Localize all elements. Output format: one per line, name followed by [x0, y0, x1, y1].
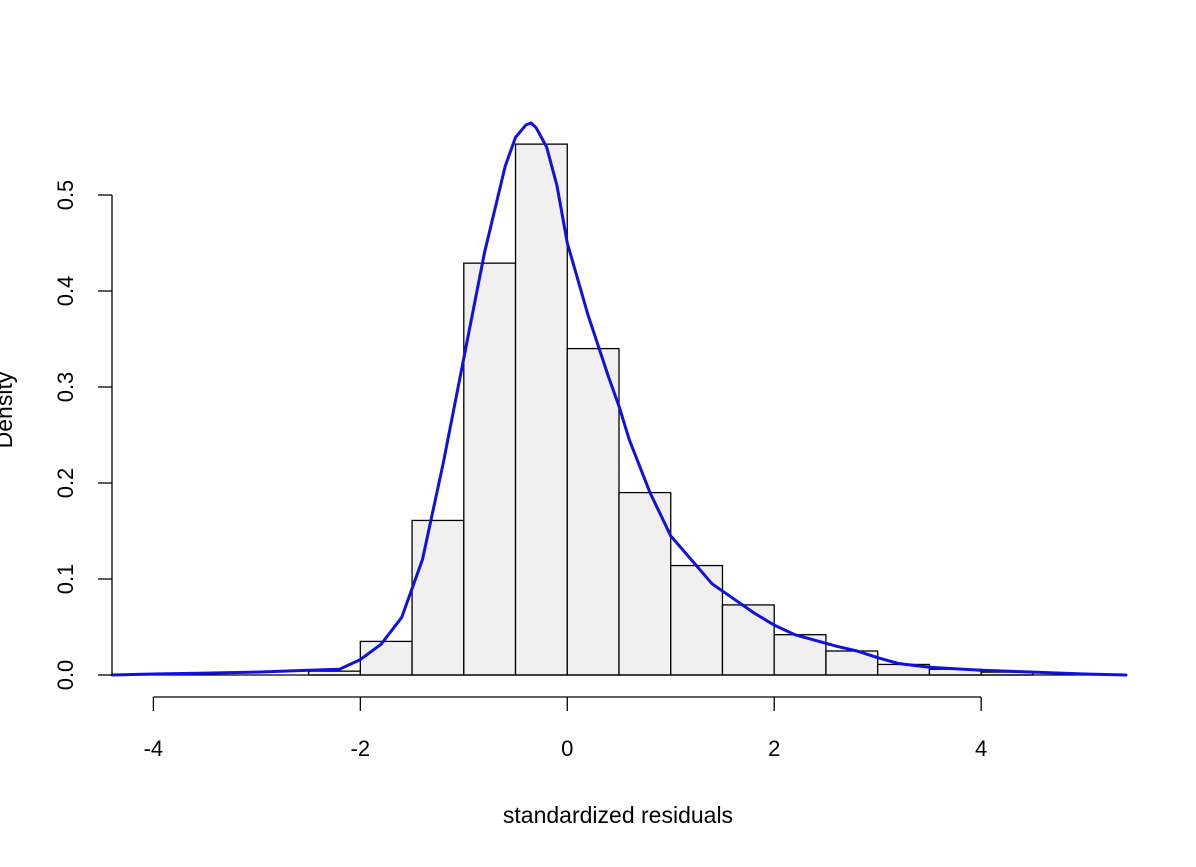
- y-tick-label: 0.3: [53, 372, 78, 403]
- density-curve-layer: [110, 121, 1128, 677]
- x-tick-label: 2: [768, 736, 780, 761]
- histogram-bars: [307, 143, 1034, 676]
- histogram-bar: [411, 519, 465, 676]
- x-axis-title: standardized residuals: [503, 802, 733, 828]
- x-axis: -4 -2 0 2 4: [144, 696, 987, 761]
- x-tick-label: -4: [144, 736, 164, 761]
- histogram-bar: [721, 604, 775, 676]
- y-tick-label: 0.4: [53, 276, 78, 307]
- x-tick-label: 0: [561, 736, 573, 761]
- y-axis: 0.0 0.1 0.2 0.3 0.4 0.5: [53, 180, 113, 691]
- x-tick-label: 4: [975, 736, 987, 761]
- histogram-bar: [670, 564, 724, 676]
- histogram-bar: [359, 640, 413, 676]
- x-tick-label: -2: [351, 736, 371, 761]
- histogram-bar: [566, 347, 620, 676]
- y-axis-title: Density: [0, 371, 17, 448]
- y-tick-label: 0.5: [53, 180, 78, 211]
- y-tick-label: 0.0: [53, 660, 78, 691]
- density-curve: [110, 121, 1128, 677]
- y-tick-label: 0.2: [53, 468, 78, 499]
- y-tick-label: 0.1: [53, 564, 78, 595]
- histogram-bar: [514, 143, 568, 676]
